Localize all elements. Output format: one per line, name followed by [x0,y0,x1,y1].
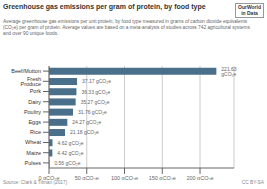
svg-text:24.27 gCO₂e: 24.27 gCO₂e [72,119,101,125]
svg-text:4.62 gCO₂e: 4.62 gCO₂e [57,140,83,146]
svg-text:150 gCO₂e: 150 gCO₂e [149,175,176,180]
svg-text:100 gCO₂e: 100 gCO₂e [111,175,138,180]
svg-text:Wheat: Wheat [25,140,41,146]
html-text:CC BY-SA: CC BY-SA [241,180,264,186]
svg-text:37.17 gCO₂e: 37.17 gCO₂e [82,79,111,85]
svg-text:200 gCO₂e: 200 gCO₂e [186,175,213,180]
html-text:OurWorld: OurWorld [238,4,261,10]
svg-text:Beef/Mutton: Beef/Mutton [11,68,41,74]
html-text:Average greenhouse gas emissio: Average greenhouse gas emissions per uni… [3,19,248,24]
html-text:and over 90 unique foods.: and over 90 unique foods. [3,30,59,36]
svg-text:35.27 gCO₂e: 35.27 gCO₂e [81,99,110,105]
svg-text:50 gCO₂e: 50 gCO₂e [75,175,99,180]
svg-text:Poultry: Poultry [24,109,41,115]
html-text:in Data: in Data [241,9,258,16]
svg-text:0.56 gCO₂e: 0.56 gCO₂e [54,160,80,166]
html-text:(CO₂e) per gram of protein. Av: (CO₂e) per gram of protein. Average valu… [3,24,250,30]
svg-text:4.42 gCO₂e: 4.42 gCO₂e [57,150,83,156]
html-text:Source: Clark & Tilman (2017): Source: Clark & Tilman (2017) [3,180,68,186]
svg-text:Eggs: Eggs [28,119,41,125]
svg-text:21.18 gCO₂e: 21.18 gCO₂e [70,130,99,136]
svg-text:Dairy: Dairy [28,99,41,105]
svg-text:Maize: Maize [26,150,41,156]
svg-text:Pork: Pork [30,89,42,95]
svg-text:221.63gCO₂e: 221.63gCO₂e [221,66,237,77]
svg-text:Rice: Rice [30,130,41,136]
html-text:Greenhouse gas emissions per g: Greenhouse gas emissions per gram of pro… [3,3,206,10]
svg-text:0 gCO₂e: 0 gCO₂e [38,175,59,180]
svg-text:31.76 gCO₂e: 31.76 gCO₂e [78,109,107,115]
svg-text:FreshProduce: FreshProduce [21,76,42,88]
svg-text:Pulses: Pulses [24,160,41,166]
svg-text:36.33 gCO₂e: 36.33 gCO₂e [81,89,110,95]
